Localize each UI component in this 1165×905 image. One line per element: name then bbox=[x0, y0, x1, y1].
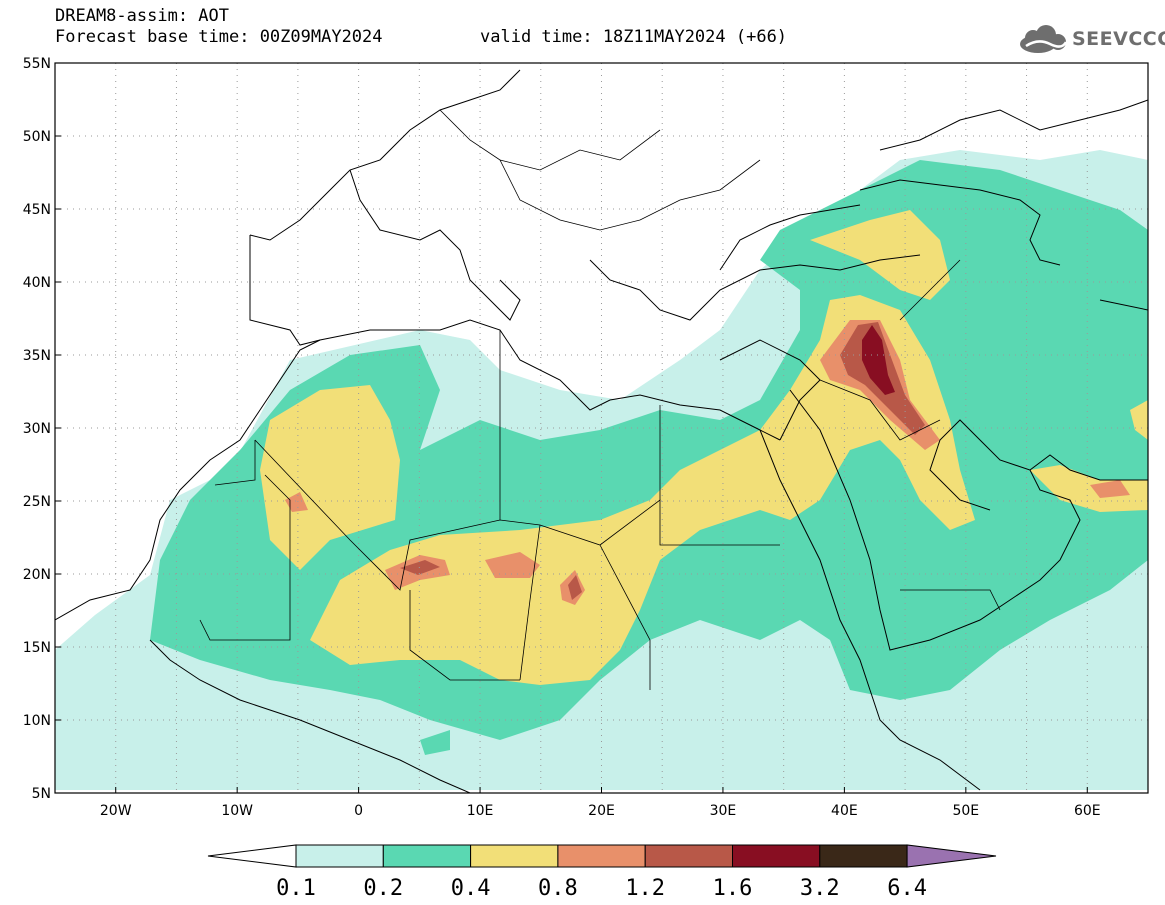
lon-tick-label: 20W bbox=[100, 803, 132, 819]
colorbar-label: 0.2 bbox=[363, 876, 403, 901]
lon-tick-label: 0 bbox=[354, 803, 363, 819]
valid-time: valid time: 18Z11MAY2024 (+66) bbox=[480, 27, 788, 47]
lon-tick-label: 60E bbox=[1074, 803, 1101, 819]
lon-tick-label: 10W bbox=[221, 803, 253, 819]
lon-tick-label: 40E bbox=[831, 803, 858, 819]
colorbar-swatch bbox=[557, 844, 646, 868]
colorbar-label: 0.1 bbox=[276, 876, 316, 901]
lat-tick-label: 40N bbox=[23, 275, 51, 291]
map-title: DREAM8-assim: AOT bbox=[55, 6, 229, 26]
forecast-base-time: Forecast base time: 00Z09MAY2024 bbox=[55, 27, 383, 47]
lat-lon-grid bbox=[55, 63, 1148, 793]
colorbar-label: 1.2 bbox=[625, 876, 665, 901]
lat-tick-label: 55N bbox=[23, 56, 51, 72]
aot-shading bbox=[55, 150, 1148, 790]
lat-tick-label: 45N bbox=[23, 202, 51, 218]
colorbar-swatch bbox=[644, 844, 734, 868]
country-borders bbox=[199, 109, 1001, 690]
lon-tick-label: 50E bbox=[952, 803, 979, 819]
colorbar-label: 0.8 bbox=[538, 876, 578, 901]
colorbar-swatch bbox=[819, 844, 908, 868]
colorbar-under-arrow bbox=[207, 844, 297, 868]
colorbar-label: 6.4 bbox=[887, 876, 927, 901]
lat-tick-label: 50N bbox=[23, 129, 51, 145]
lat-tick-label: 10N bbox=[23, 713, 51, 729]
colorbar-label: 0.4 bbox=[451, 876, 491, 901]
lat-tick-label: 35N bbox=[23, 348, 51, 364]
lon-tick-label: 30E bbox=[710, 803, 737, 819]
lat-tick-label: 25N bbox=[23, 494, 51, 510]
lat-tick-label: 5N bbox=[32, 786, 51, 802]
seevccc-logo bbox=[1020, 25, 1068, 53]
longitude-axis: 20W 10W 0 10E 20E 30E 40E 50E 60E bbox=[100, 787, 1101, 819]
colorbar-label: 3.2 bbox=[800, 876, 840, 901]
lat-tick-label: 15N bbox=[23, 640, 51, 656]
lat-tick-label: 20N bbox=[23, 567, 51, 583]
latitude-axis: 55N 50N 45N 40N 35N 30N 25N 20N 15N 10N 5N bbox=[23, 56, 61, 802]
lat-tick-label: 30N bbox=[23, 421, 51, 437]
colorbar-swatch bbox=[382, 844, 472, 868]
colorbar-over-arrow bbox=[906, 844, 997, 868]
colorbar-swatch bbox=[295, 844, 384, 868]
colorbar-swatch bbox=[732, 844, 821, 868]
aot-level-0-4 bbox=[260, 210, 1148, 685]
aot-level-1-6 bbox=[862, 325, 895, 395]
logo-text: SEEVCCC bbox=[1072, 28, 1165, 50]
lon-tick-label: 20E bbox=[588, 803, 615, 819]
lon-tick-label: 10E bbox=[467, 803, 494, 819]
colorbar-label: 1.6 bbox=[713, 876, 753, 901]
coastlines bbox=[55, 69, 1148, 793]
colorbar-swatch bbox=[470, 844, 559, 868]
